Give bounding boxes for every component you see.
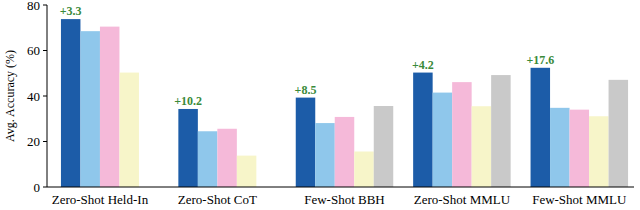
bar <box>472 106 492 187</box>
bar <box>237 156 257 187</box>
bar <box>354 152 374 187</box>
x-tick-label: Few-Shot MMLU <box>532 192 627 207</box>
bar <box>100 27 120 187</box>
y-tick-label: 60 <box>27 43 40 58</box>
y-tick <box>43 96 47 97</box>
bar <box>178 109 198 187</box>
bar <box>217 129 237 187</box>
bar <box>570 110 590 187</box>
bar <box>315 123 335 187</box>
y-tick-label: 0 <box>34 180 41 195</box>
bar <box>550 108 570 187</box>
y-tick <box>43 141 47 142</box>
annotation: +10.2 <box>174 94 202 108</box>
annotation: +17.6 <box>526 53 554 67</box>
bars <box>61 19 628 187</box>
x-tick-label: Zero-Shot CoT <box>178 192 257 207</box>
bar <box>491 75 511 187</box>
bar <box>452 82 472 187</box>
y-tick <box>43 50 47 51</box>
chart-svg: +3.3 +10.2 +8.5 +4.2 +17.6 0 20 40 60 80 Zero-Shot… <box>0 0 640 210</box>
x-tick-label: Zero-Shot Held-In <box>52 192 149 207</box>
x-axis-line <box>47 187 634 188</box>
chart-container: +3.3 +10.2 +8.5 +4.2 +17.6 0 20 40 60 80 Zero-Shot… <box>0 0 640 210</box>
bar <box>531 68 551 187</box>
x-tick-label: Few-Shot BBH <box>304 192 385 207</box>
bar <box>335 117 355 187</box>
bar <box>609 80 629 187</box>
y-tick-label: 40 <box>27 89 40 104</box>
bar <box>374 106 394 187</box>
bar <box>119 73 139 187</box>
y-tick <box>43 5 47 6</box>
annotation: +4.2 <box>412 58 434 72</box>
bar <box>61 19 80 187</box>
bar <box>296 98 316 187</box>
annotation: +3.3 <box>60 4 82 18</box>
y-tick <box>43 187 47 188</box>
bar <box>198 131 218 187</box>
x-tick-label: Zero-Shot MMLU <box>414 192 511 207</box>
bar <box>413 73 433 187</box>
bar <box>589 116 609 187</box>
annotation: +8.5 <box>295 83 317 97</box>
y-tick-label: 20 <box>27 134 40 149</box>
y-axis-label: Avg. Accuracy (%) <box>3 50 17 142</box>
bar <box>80 31 100 187</box>
y-tick-label: 80 <box>27 0 40 13</box>
bar <box>433 93 453 187</box>
